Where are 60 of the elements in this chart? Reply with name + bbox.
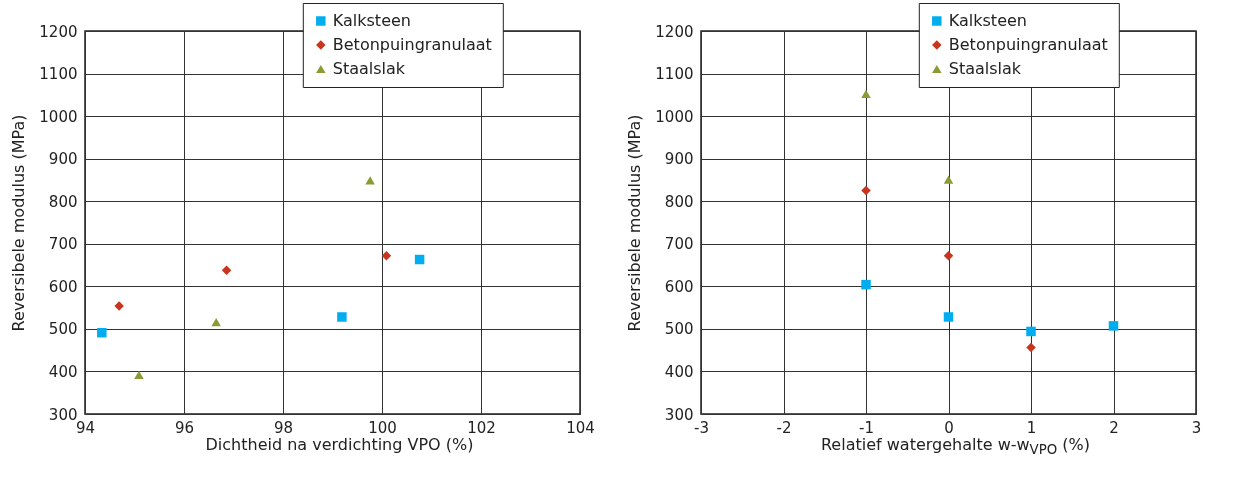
x-tick-label: 104 (566, 418, 595, 437)
y-tick-label: 700 (48, 235, 78, 254)
x-tick-label: -1 (859, 418, 874, 437)
x-tick-label: -3 (694, 418, 709, 437)
y-tick-label: 300 (48, 405, 78, 424)
y-tick-label: 1200 (39, 22, 78, 41)
point (1026, 326, 1036, 337)
point (943, 312, 954, 322)
x-tick-label: 102 (467, 418, 496, 437)
y-tick-label: 1000 (655, 107, 694, 126)
legend-label: Betonpuingranulaat (332, 35, 492, 54)
y-axis-title: Reversibele modulus (MPa) (9, 114, 29, 332)
y-tick-label: 300 (664, 405, 694, 424)
point (861, 89, 871, 99)
y-tick-label: 700 (664, 235, 694, 254)
y-tick-label: 900 (664, 150, 694, 169)
y-tick-label: 1000 (39, 107, 78, 126)
point (381, 250, 392, 261)
point (365, 176, 375, 185)
point (1026, 342, 1036, 353)
legend-label: Staalslak (948, 59, 1022, 78)
point (943, 175, 954, 184)
point (414, 254, 425, 265)
y-tick-label: 900 (48, 150, 78, 169)
y-tick-label: 600 (48, 277, 78, 296)
point (943, 250, 954, 261)
x-tick-label: 0 (944, 418, 954, 437)
y-tick-label: 800 (48, 192, 78, 211)
x-tick-label: 94 (75, 418, 96, 437)
point (134, 370, 144, 379)
y-tick-label: 500 (48, 320, 78, 339)
point (97, 327, 107, 338)
x-tick-label: 3 (1191, 418, 1202, 437)
y-tick-label: 800 (664, 192, 694, 211)
y-tick-label: 600 (664, 277, 694, 296)
point (211, 317, 221, 327)
x-tick-label: 2 (1109, 418, 1119, 437)
x-tick-label: 98 (273, 418, 294, 437)
y-tick-label: 500 (664, 320, 694, 339)
y-axis-title: Reversibele modulus (MPa) (625, 114, 645, 332)
legend-label: Kalksteen (948, 11, 1027, 30)
y-tick-label: 1100 (39, 65, 78, 84)
x-tick-label: 100 (368, 418, 397, 437)
point (1108, 321, 1119, 331)
x-tick-label: 1 (1026, 418, 1037, 437)
x-tick-label: -2 (776, 418, 792, 437)
y-tick-label: 400 (664, 362, 694, 381)
x-tick-label: 96 (174, 418, 195, 437)
legend-label: Betonpuingranulaat (948, 35, 1108, 54)
point (861, 279, 871, 290)
point (221, 265, 232, 275)
x-axis-title: Relatief watergehalte w-w$_{VPO}$ (%) (819, 435, 1092, 458)
point (861, 185, 871, 196)
x-axis-title: Dichtheid na verdichting VPO (%) (204, 435, 475, 454)
point (337, 312, 347, 322)
y-tick-label: 1100 (655, 65, 694, 84)
legend-label: Staalslak (332, 59, 406, 78)
y-tick-label: 400 (48, 362, 78, 381)
y-tick-label: 1200 (655, 22, 694, 41)
legend-label: Kalksteen (332, 11, 411, 30)
